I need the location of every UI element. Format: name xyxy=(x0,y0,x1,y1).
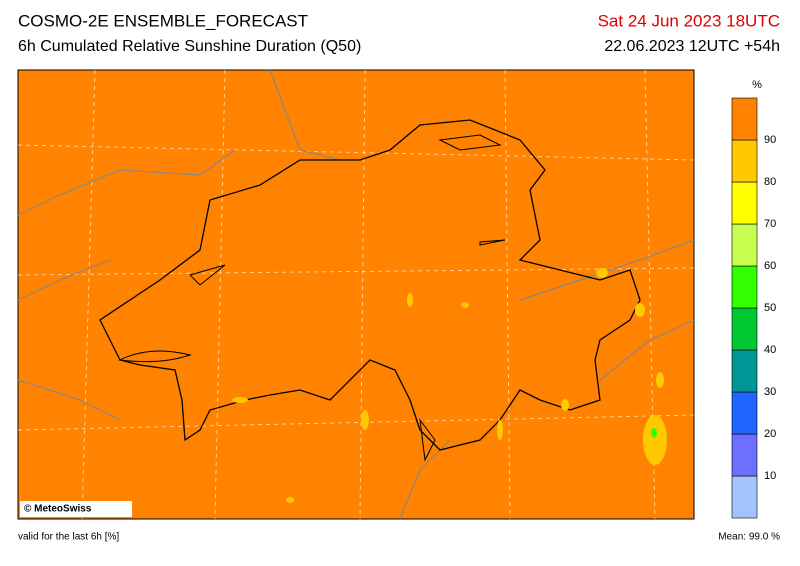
graticule xyxy=(17,69,695,520)
map-area: © MeteoSwiss xyxy=(17,69,695,520)
credit: © MeteoSwiss xyxy=(24,504,92,515)
credit-box xyxy=(20,501,132,517)
sunshine-patches xyxy=(232,268,667,503)
colorbar-segment xyxy=(731,265,758,309)
colorbar-segment xyxy=(731,433,758,477)
subtitle: 6h Cumulated Relative Sunshine Duration … xyxy=(18,38,361,55)
colorbar: % 10 20 30 40 50 60 70 80 90 xyxy=(731,79,776,519)
colorbar-unit: % xyxy=(752,79,762,91)
lakes xyxy=(118,134,506,462)
run-info: 22.06.2023 12UTC +54h xyxy=(604,38,780,55)
colorbar-label: 40 xyxy=(764,344,776,356)
valid-time: Sat 24 Jun 2023 18UTC xyxy=(598,11,780,30)
footer-note: valid for the last 6h [%] xyxy=(18,532,119,543)
colorbar-segment xyxy=(731,349,758,393)
colorbar-label: 30 xyxy=(764,386,776,398)
borders xyxy=(17,69,695,520)
colorbar-label: 20 xyxy=(764,428,776,440)
title: COSMO-2E ENSEMBLE_FORECAST xyxy=(18,11,308,30)
colorbar-segment xyxy=(731,475,758,519)
colorbar-label: 50 xyxy=(764,302,776,314)
colorbar-segment xyxy=(731,97,758,141)
colorbar-segment xyxy=(731,391,758,435)
footer-mean: Mean: 99.0 % xyxy=(718,532,780,543)
colorbar-label: 90 xyxy=(764,134,776,146)
colorbar-label: 80 xyxy=(764,176,776,188)
map-background xyxy=(17,69,695,520)
colorbar-segment xyxy=(731,223,758,267)
colorbar-label: 10 xyxy=(764,470,776,482)
colorbar-label: 60 xyxy=(764,260,776,272)
colorbar-segment xyxy=(731,181,758,225)
sunshine-patch-green xyxy=(651,428,657,438)
colorbar-segment xyxy=(731,307,758,351)
colorbar-label: 70 xyxy=(764,218,776,230)
colorbar-segment xyxy=(731,139,758,183)
